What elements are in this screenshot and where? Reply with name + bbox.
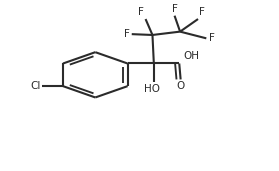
Text: O: O <box>177 81 185 91</box>
Text: F: F <box>138 7 144 17</box>
Text: F: F <box>124 29 129 39</box>
Text: F: F <box>199 7 205 17</box>
Text: Cl: Cl <box>30 81 41 91</box>
Text: HO: HO <box>145 84 160 94</box>
Text: F: F <box>172 4 177 14</box>
Text: F: F <box>208 33 214 43</box>
Text: OH: OH <box>183 51 199 61</box>
